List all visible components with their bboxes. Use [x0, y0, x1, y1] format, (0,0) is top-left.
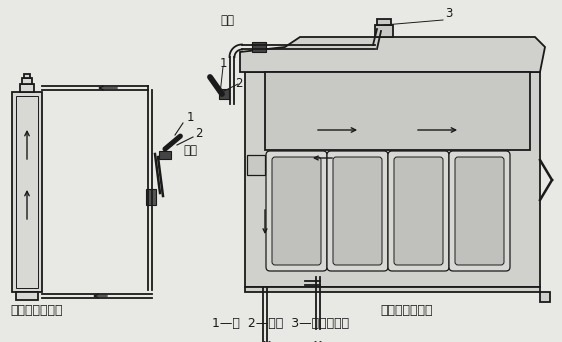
- Bar: [219, 89, 229, 99]
- Bar: [12, 92, 42, 292]
- Text: 2: 2: [195, 127, 202, 140]
- Bar: [377, 19, 391, 25]
- Bar: [24, 74, 30, 78]
- FancyBboxPatch shape: [394, 157, 443, 265]
- Text: 1—水  2—空气  3—拆下节温器: 1—水 2—空气 3—拆下节温器: [212, 317, 350, 330]
- Text: 逆流冲洗发动机: 逆流冲洗发动机: [380, 304, 433, 317]
- FancyBboxPatch shape: [455, 157, 504, 265]
- Text: 1: 1: [220, 57, 228, 70]
- Text: 喷枪: 喷枪: [220, 14, 234, 27]
- Text: 逆流冲洗散热器: 逆流冲洗散热器: [11, 304, 64, 317]
- FancyBboxPatch shape: [266, 151, 327, 271]
- Bar: [16, 96, 38, 288]
- Bar: [247, 155, 265, 175]
- FancyBboxPatch shape: [272, 157, 321, 265]
- Bar: [245, 72, 540, 287]
- FancyBboxPatch shape: [388, 151, 449, 271]
- Polygon shape: [240, 37, 545, 72]
- Text: 2: 2: [235, 77, 242, 90]
- Bar: [146, 189, 156, 205]
- Bar: [22, 78, 32, 84]
- FancyBboxPatch shape: [449, 151, 510, 271]
- FancyBboxPatch shape: [333, 157, 382, 265]
- Text: 3: 3: [445, 7, 452, 20]
- Bar: [375, 25, 393, 37]
- Bar: [265, 72, 530, 150]
- Polygon shape: [245, 287, 550, 302]
- Bar: [159, 151, 171, 159]
- Text: 喷枪: 喷枪: [183, 144, 197, 157]
- Bar: [20, 84, 34, 92]
- Text: 1: 1: [187, 111, 194, 124]
- FancyBboxPatch shape: [327, 151, 388, 271]
- Bar: [16, 292, 38, 300]
- Bar: [252, 42, 266, 52]
